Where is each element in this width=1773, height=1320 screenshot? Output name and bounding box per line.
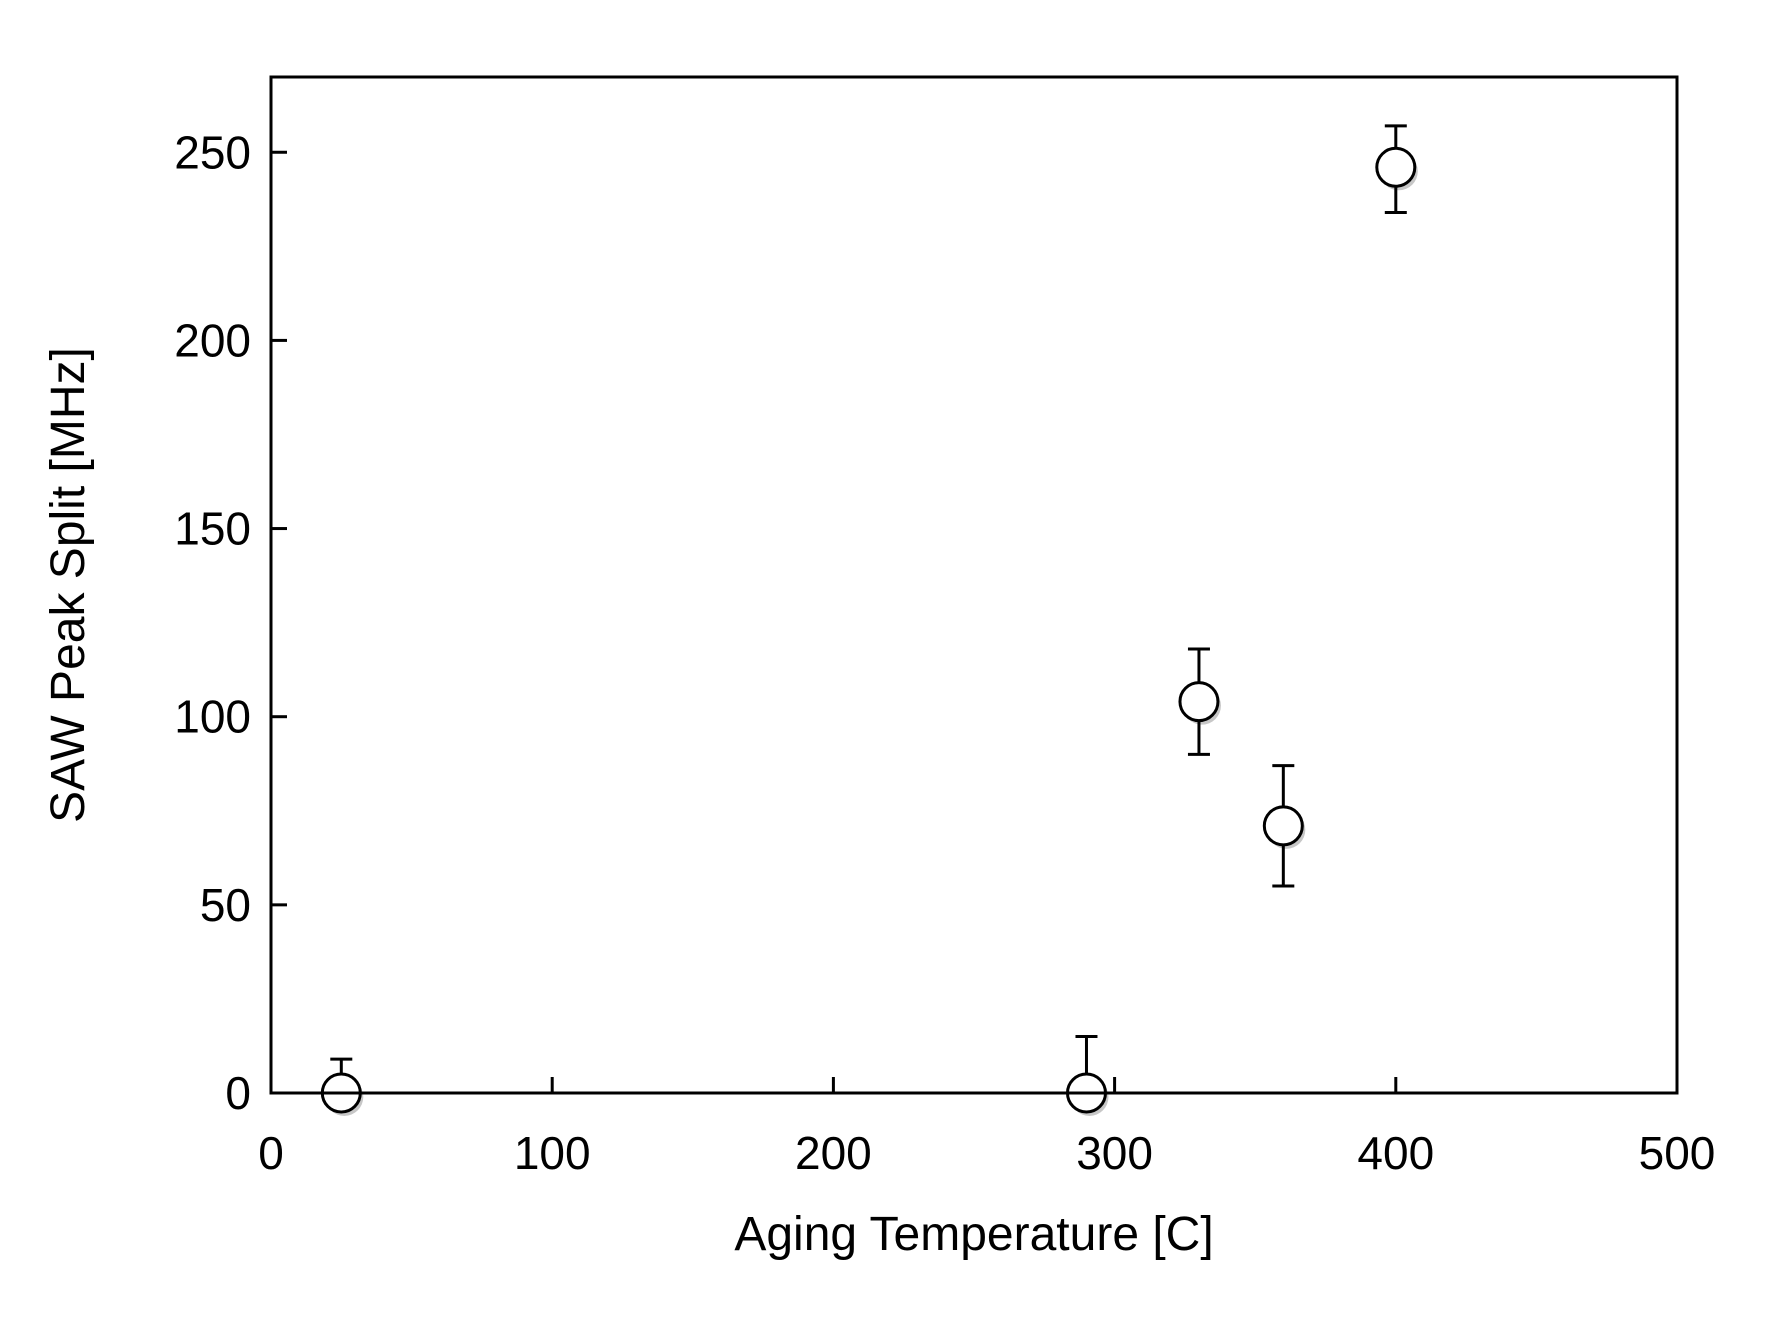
y-tick-label: 100	[174, 691, 251, 743]
x-tick-label: 400	[1357, 1127, 1434, 1179]
y-tick-label: 50	[200, 879, 251, 931]
y-tick-label: 200	[174, 314, 251, 366]
ticks-layer	[269, 150, 1679, 1095]
x-tick-label: 100	[514, 1127, 591, 1179]
labels-layer: 0 50 100 150 200 250 0 100 200 300 400 500	[174, 126, 1715, 1179]
data-point	[1375, 146, 1417, 188]
points-layer	[320, 146, 1418, 1116]
y-tick-label: 250	[174, 126, 251, 178]
data-point	[1178, 681, 1220, 723]
x-axis-title: Aging Temperature [C]	[734, 1208, 1213, 1261]
x-tick-label: 300	[1076, 1127, 1153, 1179]
y-axis-title: SAW Peak Split [MHz]	[42, 347, 95, 823]
x-tick-label: 0	[258, 1127, 284, 1179]
x-tick-label: 500	[1639, 1127, 1716, 1179]
y-tick-label: 150	[174, 503, 251, 555]
errorbar-layer	[330, 124, 1407, 1093]
data-point	[1262, 805, 1304, 847]
plot-frame	[269, 75, 1679, 1095]
y-tick-label: 0	[225, 1067, 251, 1119]
x-tick-label: 200	[795, 1127, 872, 1179]
